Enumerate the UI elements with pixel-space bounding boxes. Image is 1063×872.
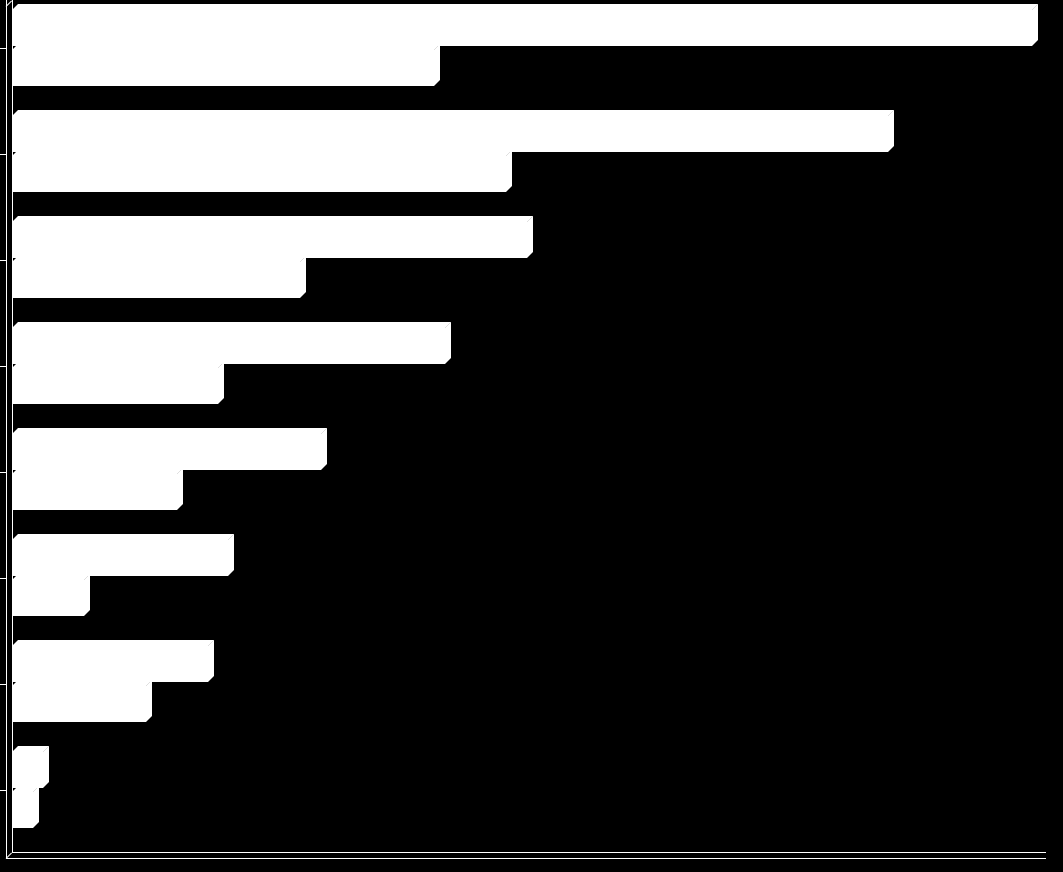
x-axis-front [6, 858, 1046, 859]
bar-front [12, 686, 146, 722]
y-axis-front [6, 0, 7, 858]
bar-end-face [445, 322, 451, 364]
bar-end-face [84, 574, 90, 616]
bar-front [12, 792, 33, 828]
bar-end-face [527, 216, 533, 258]
bar-end-face [506, 150, 512, 192]
bar-front [12, 368, 218, 404]
y-tick [0, 790, 6, 791]
bar-end-face [434, 44, 440, 86]
y-tick [0, 472, 6, 473]
x-axis-back [12, 852, 1046, 853]
bar-end-face [43, 746, 49, 788]
y-tick [0, 48, 6, 49]
bar-front [12, 156, 506, 192]
bar-front [12, 580, 84, 616]
bar-end-face [218, 362, 224, 404]
bar-end-face [146, 680, 152, 722]
bar-front [12, 222, 527, 258]
bar-front [12, 434, 321, 470]
bar-chart [0, 0, 1063, 872]
bar-end-face [208, 640, 214, 682]
bar-end-face [321, 428, 327, 470]
y-tick [0, 154, 6, 155]
bar-front [12, 10, 1032, 46]
y-tick [0, 578, 6, 579]
bar-front [12, 540, 228, 576]
y-tick [0, 260, 6, 261]
bar-front [12, 474, 177, 510]
bar-end-face [300, 256, 306, 298]
bar-end-face [33, 786, 39, 828]
bar-end-face [1032, 4, 1038, 46]
bar-front [12, 646, 208, 682]
bar-front [12, 116, 888, 152]
bar-front [12, 328, 445, 364]
y-tick [0, 366, 6, 367]
y-tick [0, 684, 6, 685]
bar-end-face [177, 468, 183, 510]
bar-end-face [888, 110, 894, 152]
bar-front [12, 262, 300, 298]
bar-front [12, 752, 43, 788]
bar-front [12, 50, 434, 86]
bar-end-face [228, 534, 234, 576]
